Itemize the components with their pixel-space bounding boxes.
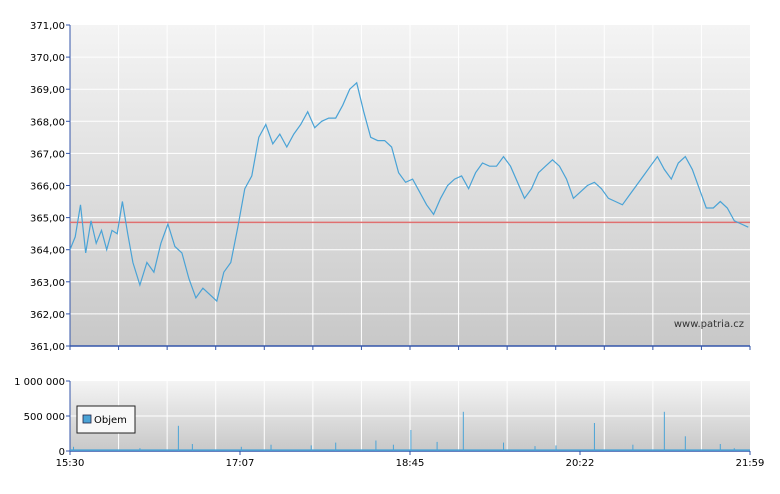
price-ytick-label: 364,00 <box>30 246 65 257</box>
price-ytick-label: 371,00 <box>30 21 65 32</box>
price-ytick-label: 367,00 <box>30 149 65 160</box>
legend-label: Objem <box>94 415 127 426</box>
tick-labels: 361,00 362,00 363,00 364,00 365,00 366,00 367,… <box>14 21 764 469</box>
legend-swatch <box>82 414 92 424</box>
volume-base-band <box>70 449 750 451</box>
price-ytick-label: 369,00 <box>30 85 65 96</box>
volume-ytick-label: 0 <box>59 447 65 458</box>
price-line <box>69 81 749 303</box>
price-ytick-label: 362,00 <box>30 310 65 321</box>
volume-bars <box>70 411 750 451</box>
x-tick-label: 18:45 <box>396 458 425 469</box>
x-tick-label: 17:07 <box>226 458 255 469</box>
volume-ytick-label: 500 000 <box>24 412 65 423</box>
price-ytick-label: 361,00 <box>30 342 65 353</box>
price-ytick-label: 365,00 <box>30 214 65 225</box>
price-ytick-label: 370,00 <box>30 53 65 64</box>
volume-ytick-label: 1 000 000 <box>14 377 65 388</box>
legend: Objem <box>76 405 136 434</box>
x-tick-label: 20:22 <box>566 458 595 469</box>
price-ytick-label: 366,00 <box>30 182 65 193</box>
legend-box <box>76 405 136 434</box>
price-ytick-label: 363,00 <box>30 278 65 289</box>
x-tick-label: 15:30 <box>56 458 85 469</box>
gridlines <box>70 25 750 451</box>
x-tick-label: 21:59 <box>736 458 765 469</box>
price-ytick-label: 368,00 <box>30 117 65 128</box>
watermark: www.patria.cz <box>674 319 744 330</box>
